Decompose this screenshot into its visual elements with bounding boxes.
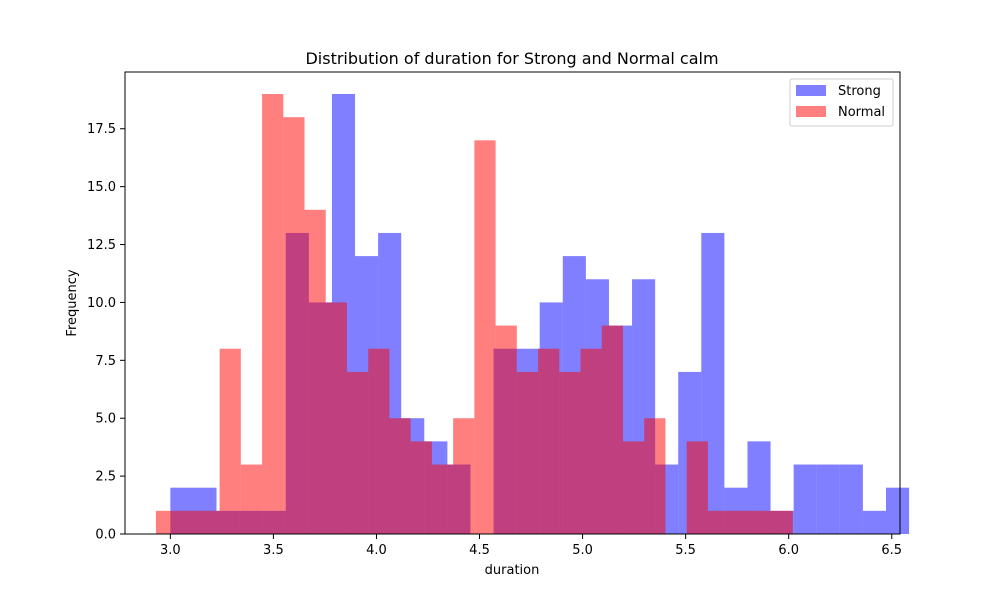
bar-strong-31	[885, 487, 910, 534]
y-tick-label: 15.0	[87, 180, 116, 195]
bar-normal-28	[750, 510, 772, 534]
bar-strong-28	[816, 464, 840, 534]
bar-normal-14	[453, 418, 475, 534]
bar-normal-2	[198, 510, 220, 534]
legend: Strong Normal	[789, 78, 894, 127]
bar-normal-11	[389, 418, 411, 534]
bar-normal-18	[538, 348, 560, 534]
bar-normal-5	[262, 94, 284, 534]
x-tick-label: 3.0	[160, 543, 181, 558]
bar-strong-30	[862, 510, 886, 534]
bar-normal-27	[729, 510, 751, 534]
bar-normal-8	[325, 302, 347, 534]
bar-strong-27	[793, 464, 817, 534]
y-tick-label: 5.0	[95, 412, 116, 427]
bar-normal-26	[707, 510, 730, 534]
bar-normal-22	[622, 441, 645, 534]
x-tick-label: 5.0	[572, 543, 593, 558]
chart-title: Distribution of duration for Strong and …	[305, 49, 718, 68]
x-tick-label: 6.5	[881, 543, 902, 558]
bar-normal-7	[304, 209, 326, 534]
y-tick-label: 2.5	[95, 470, 116, 485]
y-tick-label: 0.0	[95, 528, 116, 543]
bar-normal-3	[219, 348, 241, 534]
y-axis-title: Frequency	[65, 269, 80, 336]
bar-normal-4	[240, 464, 263, 534]
bar-normal-23	[644, 418, 666, 534]
y-tick-label: 7.5	[95, 354, 116, 369]
plot-frame	[124, 71, 901, 535]
bar-normal-12	[410, 441, 432, 534]
y-tick-label: 10.0	[87, 296, 116, 311]
bar-normal-0	[155, 510, 178, 534]
bars-layer	[155, 94, 910, 534]
bar-strong-29	[839, 464, 863, 534]
x-axis-title: duration	[485, 563, 540, 578]
y-axis: 0.0 2.5 5.0 7.5 10.0 12.5 15.0 17.5	[87, 122, 125, 543]
bar-normal-21	[601, 325, 623, 534]
bar-normal-9	[346, 371, 369, 534]
x-axis: 3.0 3.5 4.0 4.5 5.0 5.5 6.0 6.5	[160, 534, 902, 558]
bar-normal-25	[686, 441, 708, 534]
bar-normal-6	[283, 117, 305, 534]
x-tick-label: 5.5	[675, 543, 696, 558]
legend-label-normal: Normal	[838, 105, 885, 120]
legend-swatch-normal	[796, 106, 826, 117]
y-tick-label: 17.5	[87, 122, 116, 137]
x-tick-label: 4.5	[469, 543, 490, 558]
bar-normal-13	[431, 464, 454, 534]
bar-normal-1	[177, 510, 199, 534]
y-tick-label: 12.5	[87, 238, 116, 253]
bar-normal-15	[474, 140, 496, 534]
x-tick-label: 6.0	[778, 543, 799, 558]
bar-normal-29	[771, 510, 793, 534]
bar-normal-16	[495, 325, 517, 534]
x-tick-label: 4.0	[366, 543, 387, 558]
legend-label-strong: Strong	[838, 84, 881, 99]
legend-swatch-strong	[796, 85, 826, 96]
bar-normal-19	[559, 371, 581, 534]
bar-normal-10	[368, 348, 390, 534]
x-tick-label: 3.5	[263, 543, 284, 558]
bar-normal-20	[580, 348, 602, 534]
bar-normal-17	[516, 371, 539, 534]
